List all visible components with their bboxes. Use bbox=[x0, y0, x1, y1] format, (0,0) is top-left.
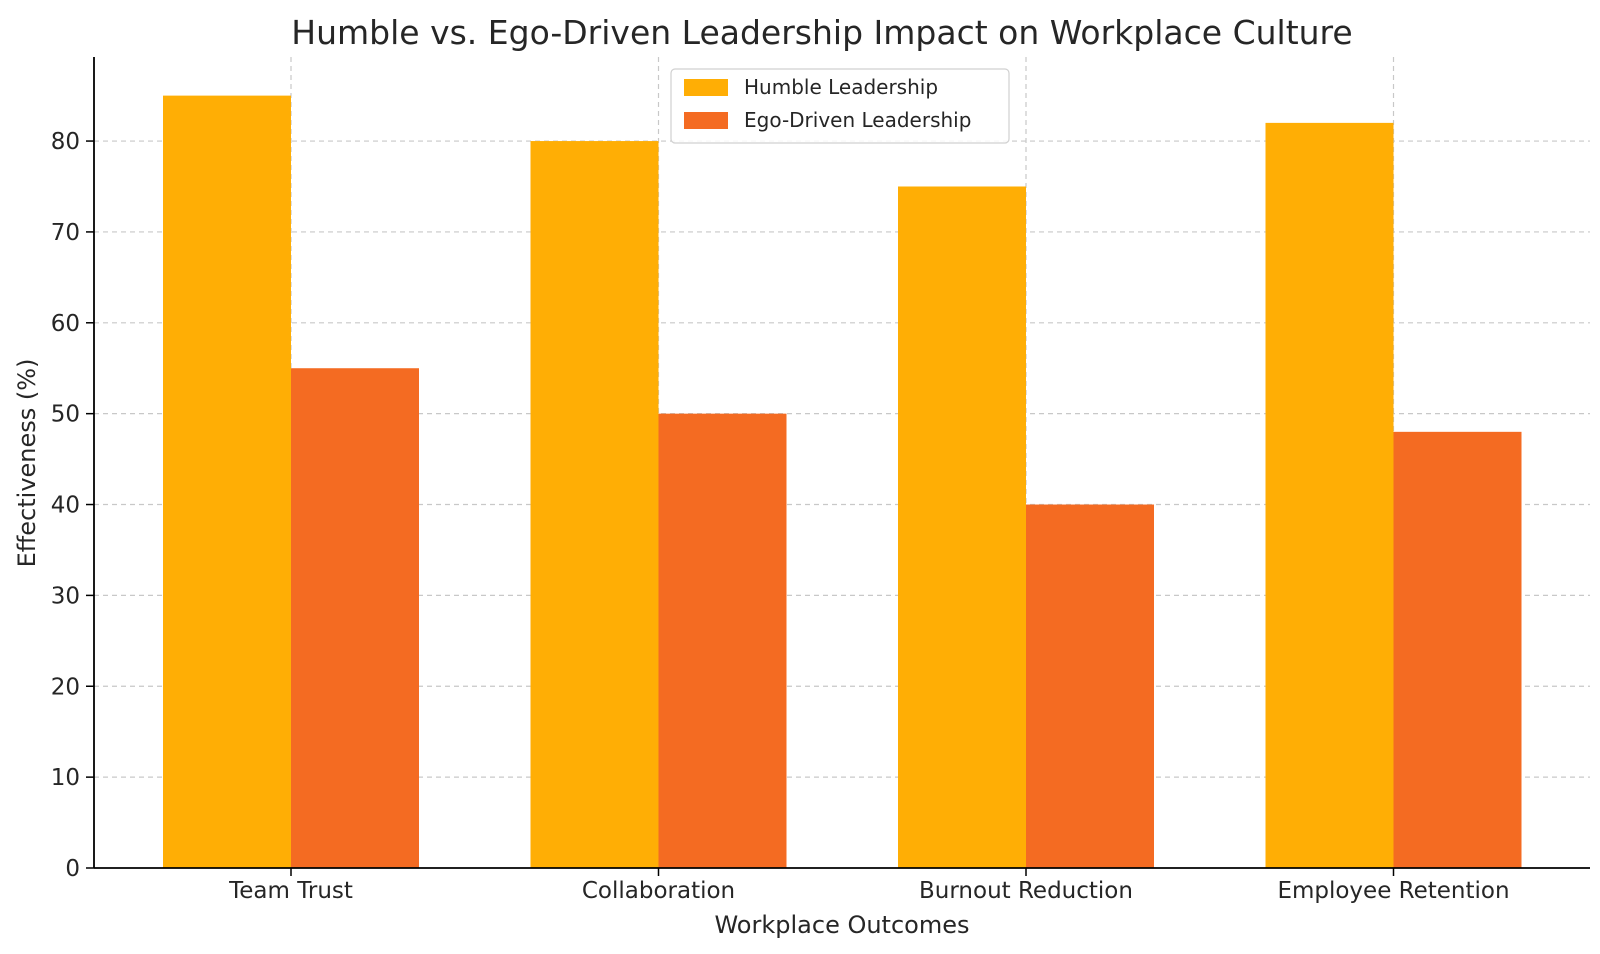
bars bbox=[163, 95, 1522, 869]
legend-swatch-1 bbox=[684, 112, 728, 129]
y-tick-label: 40 bbox=[51, 493, 80, 519]
legend-label-1: Ego-Driven Leadership bbox=[744, 108, 971, 132]
y-tick-label: 0 bbox=[65, 856, 80, 882]
bar-ego-driven-1 bbox=[658, 413, 787, 868]
x-tick-label: Collaboration bbox=[582, 878, 735, 904]
bar-ego-driven-3 bbox=[1393, 431, 1522, 868]
legend: Humble Leadership Ego-Driven Leadership bbox=[670, 68, 1010, 144]
bar-ego-driven-2 bbox=[1026, 504, 1154, 868]
bar-humble-1 bbox=[530, 141, 659, 868]
bar-humble-3 bbox=[1265, 122, 1394, 868]
y-tick-label: 60 bbox=[51, 311, 80, 337]
y-tick-label: 70 bbox=[51, 220, 80, 246]
chart-title: Humble vs. Ego-Driven Leadership Impact … bbox=[291, 13, 1352, 52]
y-tick-label: 20 bbox=[51, 674, 80, 700]
x-tick-label: Burnout Reduction bbox=[919, 878, 1133, 904]
bar-humble-0 bbox=[163, 95, 291, 869]
y-axis-ticks: 0 10 20 30 40 50 60 70 80 bbox=[51, 129, 94, 882]
x-tick-label: Employee Retention bbox=[1277, 878, 1509, 904]
bar-humble-2 bbox=[898, 186, 1026, 868]
y-axis-label: Effectiveness (%) bbox=[13, 359, 41, 568]
x-axis-label: Workplace Outcomes bbox=[714, 911, 969, 939]
y-tick-label: 50 bbox=[51, 402, 80, 428]
legend-box bbox=[670, 68, 1010, 144]
x-axis-ticks: Team Trust Collaboration Burnout Reduction… bbox=[228, 868, 1510, 904]
x-tick-label: Team Trust bbox=[228, 878, 353, 904]
bar-ego-driven-0 bbox=[291, 368, 419, 868]
legend-swatch-0 bbox=[684, 79, 728, 96]
y-tick-label: 80 bbox=[51, 129, 80, 155]
legend-label-0: Humble Leadership bbox=[744, 75, 938, 99]
axes bbox=[93, 57, 1590, 869]
y-tick-label: 10 bbox=[51, 765, 80, 791]
y-tick-label: 30 bbox=[51, 583, 80, 609]
